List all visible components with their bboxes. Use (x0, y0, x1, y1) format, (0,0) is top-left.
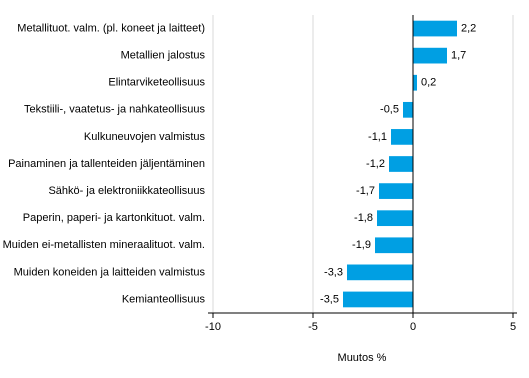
value-label: -1,8 (354, 212, 373, 224)
value-label: -1,7 (356, 185, 375, 197)
bar (413, 20, 457, 37)
value-label: 2,2 (461, 22, 476, 34)
bar (389, 156, 413, 172)
y-tick-label: Sähkö- ja elektroniikkateollisuus (48, 185, 205, 197)
bar (347, 264, 413, 281)
x-tick-label: -10 (205, 321, 221, 333)
y-tick-label: Muiden koneiden ja laitteiden valmistus (14, 266, 206, 278)
value-label: -1,9 (352, 239, 371, 251)
y-tick-label: Kulkuneuvojen valmistus (84, 131, 206, 143)
value-label: -3,5 (320, 293, 339, 305)
x-tick-label: 5 (510, 321, 516, 333)
y-tick-label: Metallituot. valm. (pl. koneet ja laitte… (17, 22, 205, 34)
value-label: -0,5 (380, 104, 399, 116)
y-tick-label: Muiden ei-metallisten mineraalituot. val… (3, 239, 205, 251)
value-label: -1,2 (366, 158, 385, 170)
bar (391, 129, 413, 145)
value-label: 1,7 (451, 50, 466, 62)
y-tick-label: Elintarviketeollisuus (108, 77, 205, 89)
value-label: 0,2 (421, 77, 436, 89)
y-tick-label: Tekstiili-, vaatetus- ja nahkateollisuus (24, 104, 205, 116)
bar (379, 183, 413, 199)
bar (343, 291, 413, 308)
value-label: -1,1 (368, 131, 387, 143)
bar (413, 74, 417, 91)
x-tick-label: 0 (410, 321, 416, 333)
x-tick-label: -5 (308, 321, 318, 333)
value-label: -3,3 (324, 266, 343, 278)
bar (403, 101, 413, 118)
y-tick-label: Painaminen ja tallenteiden jäljentäminen (8, 158, 205, 170)
y-tick-label: Paperin, paperi- ja kartonkituot. valm. (23, 212, 205, 224)
y-tick-label: Kemianteollisuus (122, 293, 206, 305)
bar (413, 47, 447, 64)
x-axis-label: Muutos % (338, 352, 387, 364)
bar (375, 237, 413, 254)
y-tick-label: Metallien jalostus (121, 50, 206, 62)
bar (377, 210, 413, 227)
